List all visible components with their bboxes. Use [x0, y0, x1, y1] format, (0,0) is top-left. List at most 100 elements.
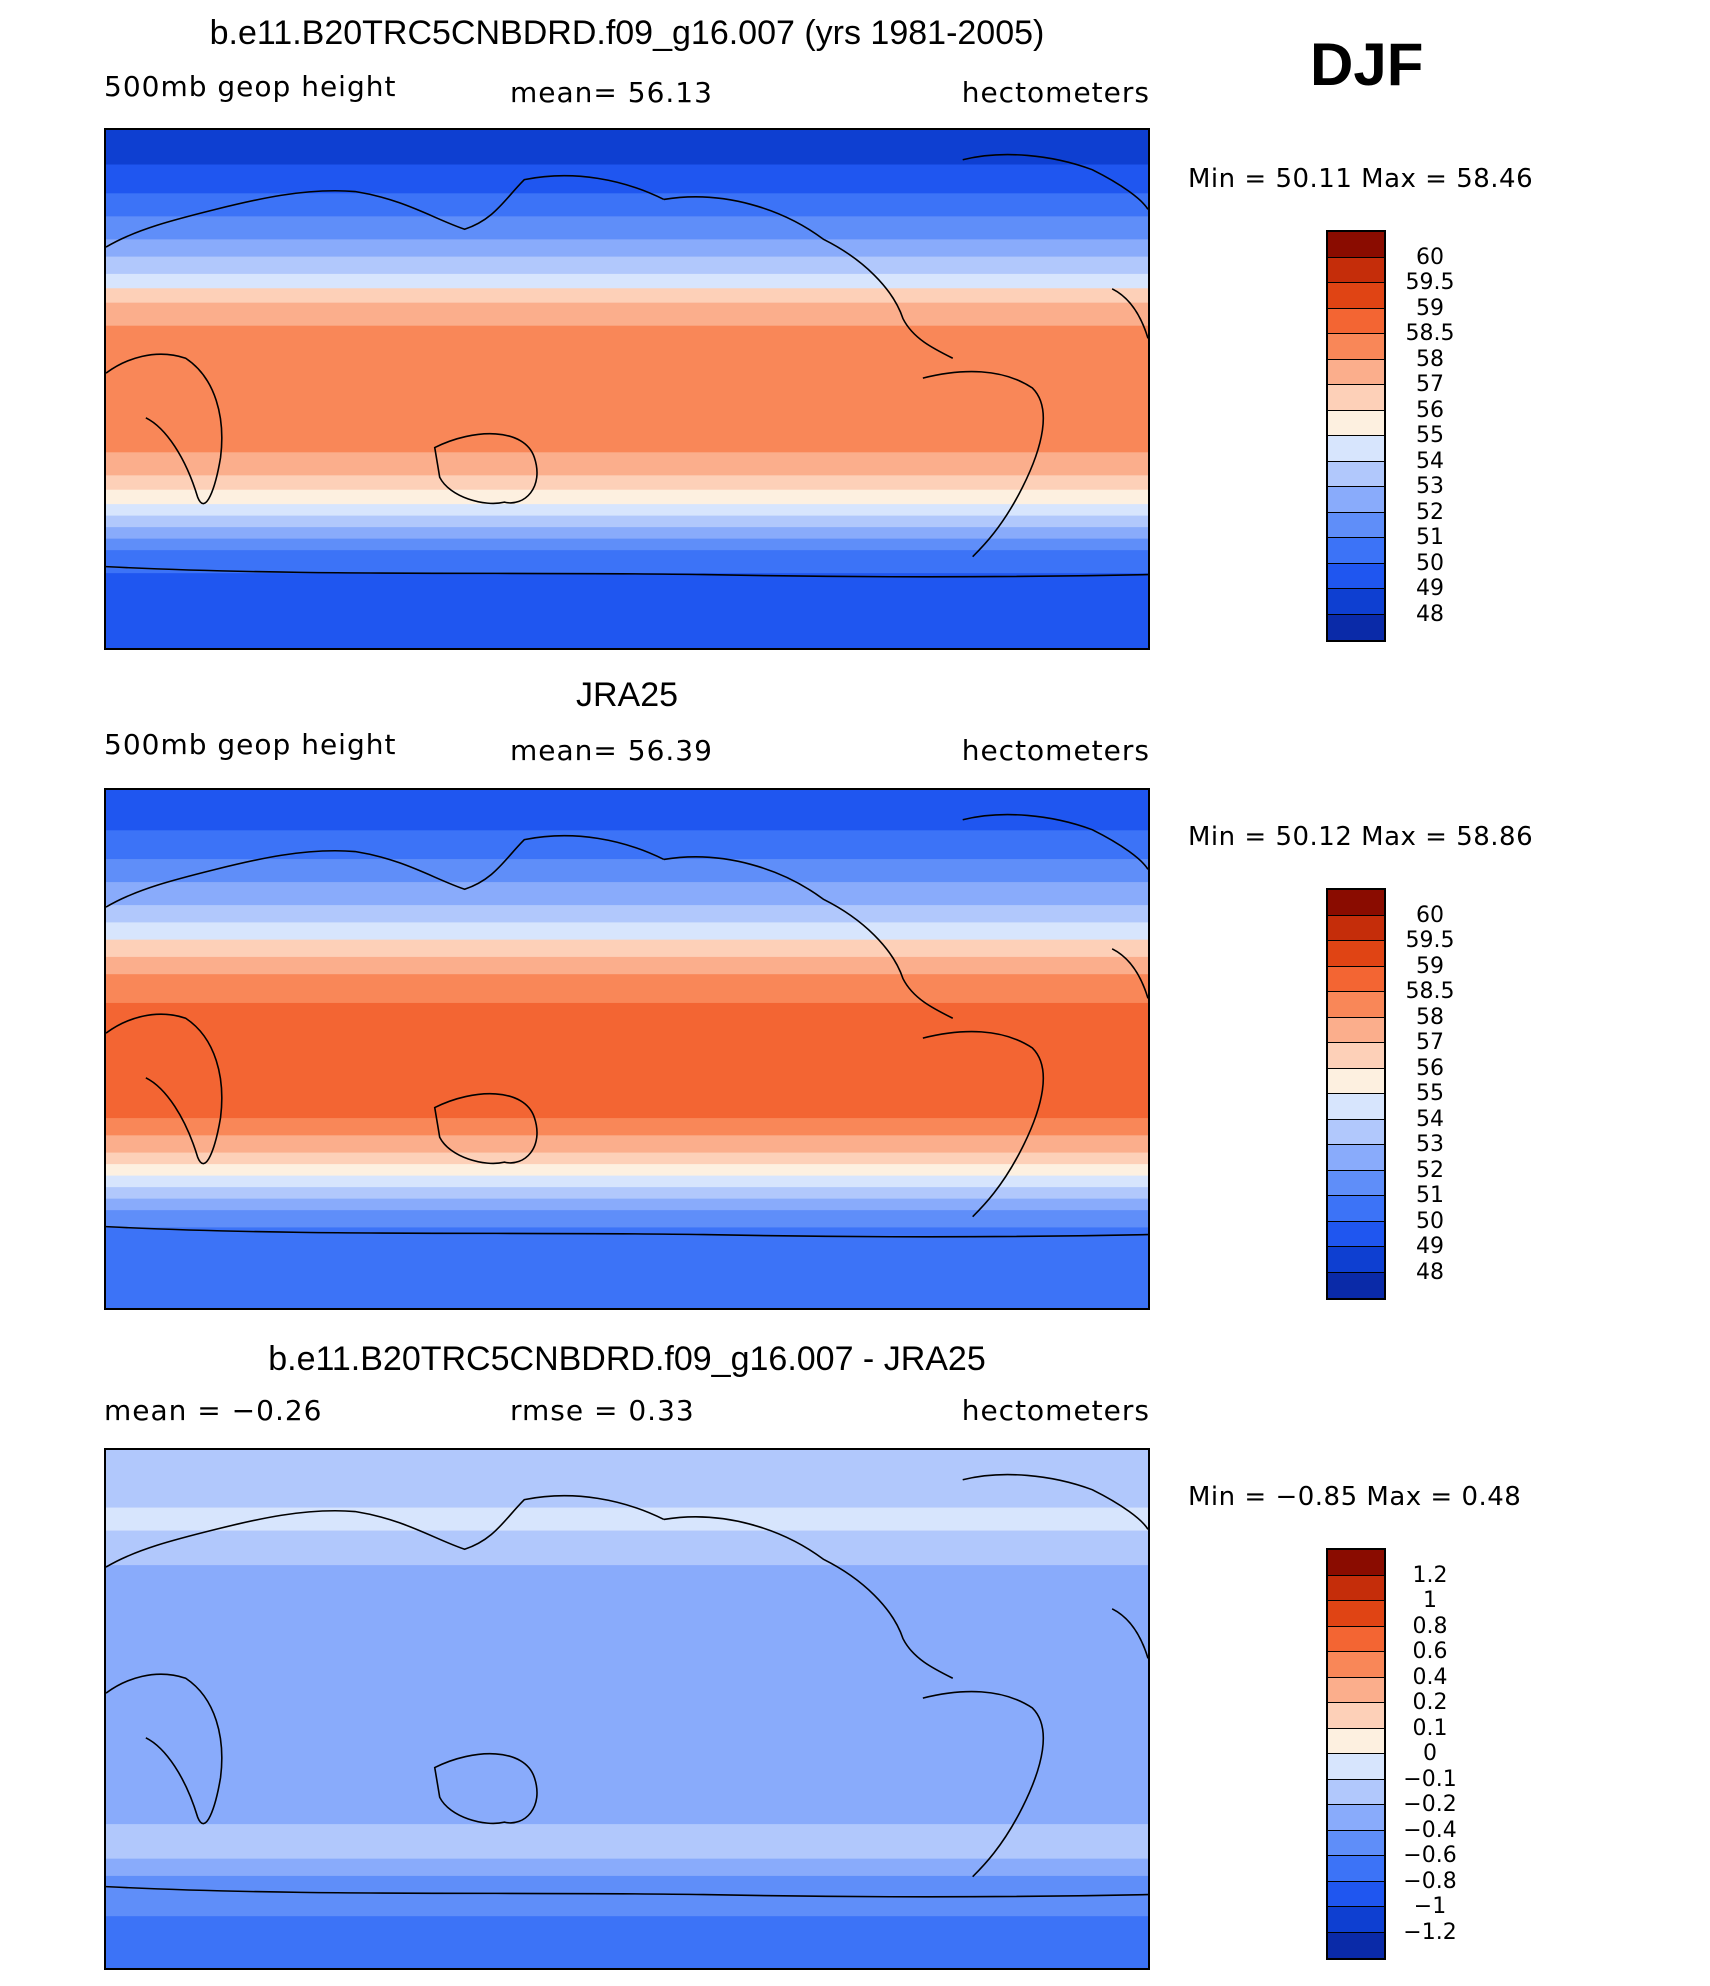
contour-band: [106, 216, 1148, 240]
colorbar-tick-label: 0.1: [1412, 1715, 1448, 1741]
colorbar-swatch: [1328, 1119, 1384, 1145]
colorbar-tick-label: −0.8: [1403, 1868, 1457, 1894]
coastline-path: [663, 856, 954, 1019]
colorbar-swatch: [1328, 1626, 1384, 1652]
colorbar-tick-label: 59: [1416, 295, 1444, 321]
colorbar-swatch: [1328, 1932, 1384, 1958]
colorbar-swatch: [1328, 1881, 1384, 1907]
panel3-units-label: hectometers: [961, 1394, 1150, 1427]
colorbar-swatch: [1328, 1703, 1384, 1729]
colorbar-swatch: [1328, 257, 1384, 283]
contour-band: [106, 1858, 1148, 1877]
colorbar-swatch: [1328, 915, 1384, 941]
colorbar-swatch: [1328, 410, 1384, 436]
coastline-path: [922, 370, 1045, 558]
colorbar-swatch: [1328, 436, 1384, 462]
coastline-path: [106, 1013, 223, 1165]
contour-band: [106, 550, 1148, 574]
contour-band: [106, 905, 1148, 923]
colorbar-tick-label: 59: [1416, 953, 1444, 979]
contour-band: [106, 974, 1148, 1004]
panel3-title: b.e11.B20TRC5CNBDRD.f09_g16.007 - JRA25: [268, 1340, 986, 1378]
panel2-mean-label: mean= 56.39: [510, 734, 713, 767]
colorbar-tick-label: 60: [1416, 244, 1444, 270]
colorbar-tick-label: 58: [1416, 1004, 1444, 1030]
contour-band: [106, 489, 1148, 505]
colorbar-tick-label: 59.5: [1405, 270, 1455, 295]
colorbar-swatch: [1328, 992, 1384, 1018]
panel2-variable-label: 500mb geop height: [104, 728, 397, 761]
contour-band: [106, 1164, 1148, 1177]
contour-band: [106, 1450, 1148, 1509]
panel2-title: JRA25: [575, 676, 679, 714]
contour-band: [106, 1187, 1148, 1200]
coastline-path: [922, 1690, 1045, 1878]
colorbar-swatch: [1328, 1856, 1384, 1882]
season-label: DJF: [1310, 31, 1424, 98]
contour-band: [106, 273, 1148, 289]
panel3-rmse-label: rmse = 0.33: [510, 1394, 695, 1427]
colorbar-tick-label: −0.2: [1403, 1792, 1457, 1817]
panel3-colorbar: [1326, 1548, 1386, 1960]
colorbar-tick-label: 59.5: [1405, 928, 1455, 953]
contour-band: [106, 859, 1148, 883]
coastline-path: [433, 1753, 538, 1825]
coastline-path: [106, 353, 223, 505]
colorbar-swatch: [1328, 1907, 1384, 1933]
colorbar-tick-label: 54: [1416, 1106, 1444, 1132]
coastline-path: [433, 1093, 538, 1165]
contour-band: [106, 1175, 1148, 1188]
contour-band: [106, 475, 1148, 491]
colorbar-tick-label: 0: [1423, 1741, 1437, 1766]
colorbar-tick-label: 58.5: [1405, 979, 1455, 1004]
colorbar-swatch: [1328, 1550, 1384, 1576]
colorbar-swatch: [1328, 512, 1384, 538]
colorbar-swatch: [1328, 1575, 1384, 1601]
panel1-map: [104, 128, 1150, 650]
colorbar-tick-label: 52: [1416, 1157, 1444, 1183]
panel3-mean-label: mean = −0.26: [104, 1394, 323, 1427]
colorbar-swatch: [1328, 1247, 1384, 1273]
coastline-path: [663, 1516, 954, 1679]
colorbar-tick-label: −1: [1413, 1894, 1447, 1919]
contour-band: [106, 1210, 1148, 1228]
colorbar-tick-label: 48: [1416, 601, 1444, 627]
colorbar-tick-label: 1.2: [1412, 1562, 1448, 1588]
colorbar-tick-label: 51: [1416, 1183, 1444, 1208]
contour-band: [106, 302, 1148, 327]
panel3-min-max: Min = −0.85 Max = 0.48: [1188, 1482, 1522, 1512]
colorbar-tick-label: 48: [1416, 1259, 1444, 1285]
panel3-map: [104, 1448, 1150, 1970]
contour-band: [106, 452, 1148, 476]
colorbar-tick-label: 53: [1416, 1132, 1444, 1157]
contour-band: [106, 239, 1148, 258]
colorbar-tick-label: 55: [1416, 423, 1444, 448]
coastline-path: [106, 1225, 1148, 1238]
colorbar-tick-label: −1.2: [1403, 1919, 1457, 1945]
colorbar-tick-label: 57: [1416, 1030, 1444, 1055]
colorbar-tick-label: 56: [1416, 397, 1444, 423]
coastline-path: [962, 1473, 1148, 1530]
colorbar-swatch: [1328, 334, 1384, 360]
colorbar-swatch: [1328, 941, 1384, 967]
colorbar-swatch: [1328, 359, 1384, 385]
colorbar-swatch: [1328, 538, 1384, 564]
colorbar-swatch: [1328, 966, 1384, 992]
contour-band: [106, 325, 1148, 453]
coastline-path: [106, 835, 665, 908]
colorbar-tick-label: 58: [1416, 346, 1444, 372]
coastline-path: [962, 153, 1148, 210]
colorbar-tick-label: −0.4: [1403, 1817, 1457, 1843]
colorbar-swatch: [1328, 1754, 1384, 1780]
colorbar-swatch: [1328, 890, 1384, 916]
colorbar-swatch: [1328, 283, 1384, 309]
colorbar-swatch: [1328, 308, 1384, 334]
contour-band: [106, 1227, 1148, 1308]
contour-band: [106, 538, 1148, 551]
colorbar-tick-label: 49: [1416, 1234, 1444, 1259]
colorbar-tick-label: −0.1: [1403, 1766, 1457, 1792]
colorbar-tick-label: 57: [1416, 372, 1444, 397]
colorbar-swatch: [1328, 1170, 1384, 1196]
colorbar-tick-label: 55: [1416, 1081, 1444, 1106]
colorbar-tick-label: 56: [1416, 1055, 1444, 1081]
